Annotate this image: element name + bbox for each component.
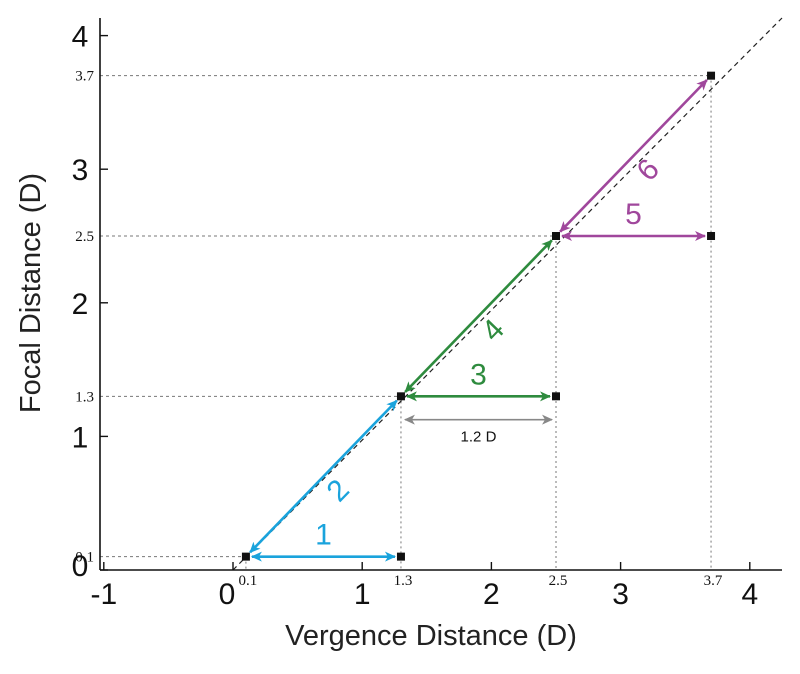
step-label-4: 4 (476, 313, 511, 348)
y-tick-label: 3 (72, 154, 89, 187)
x-tick-label: 2 (483, 578, 500, 611)
y-minor-tick-label: 0.1 (75, 550, 94, 566)
data-point (552, 232, 560, 240)
data-point (707, 232, 716, 240)
step-label-2: 2 (321, 473, 356, 508)
data-points (241, 71, 716, 561)
x-tick-label: -1 (90, 578, 117, 611)
step-arrow-6 (559, 79, 708, 233)
y-axis-title: Focal Distance (D) (15, 173, 47, 413)
step-arrow-2 (249, 399, 398, 554)
x-minor-tick-label: 2.5 (549, 573, 568, 589)
y-tick-label: 0 (72, 550, 89, 583)
data-point (396, 552, 405, 561)
guide-lines (100, 75, 712, 570)
axes (99, 18, 782, 571)
y-tick-label: 2 (72, 288, 89, 321)
step-label-5: 5 (625, 198, 642, 231)
x-axis-title: Vergence Distance (D) (285, 620, 577, 652)
gap-annotation-label: 1.2 D (461, 429, 497, 446)
x-tick-label: 3 (612, 578, 629, 611)
x-tick-label: 1 (354, 578, 371, 611)
x-tick-label: 0 (219, 578, 236, 611)
step-label-1: 1 (315, 519, 332, 552)
data-point (396, 392, 405, 401)
x-minor-tick-label: 0.1 (239, 573, 258, 589)
y-minor-tick-label: 1.3 (75, 389, 94, 405)
identity-diagonal-layer (232, 17, 783, 571)
y-tick-label: 4 (72, 21, 89, 54)
data-point (552, 392, 560, 401)
data-point (707, 71, 716, 80)
axis-ticks (100, 34, 751, 571)
x-minor-tick-label: 1.3 (394, 573, 413, 589)
data-point (241, 552, 250, 561)
y-minor-tick-label: 3.7 (75, 69, 94, 85)
identity-diagonal-line (232, 17, 783, 571)
x-minor-tick-label: 3.7 (704, 573, 723, 589)
step-arrows: 1 2 3 4 5 6 1.2 D (249, 79, 708, 562)
step-label-6: 6 (631, 153, 666, 188)
step-label-3: 3 (470, 358, 487, 391)
x-tick-label: 4 (741, 578, 758, 611)
y-tick-label: 1 (72, 421, 89, 454)
y-minor-tick-label: 2.5 (75, 229, 94, 245)
step-arrow-4 (404, 239, 553, 393)
